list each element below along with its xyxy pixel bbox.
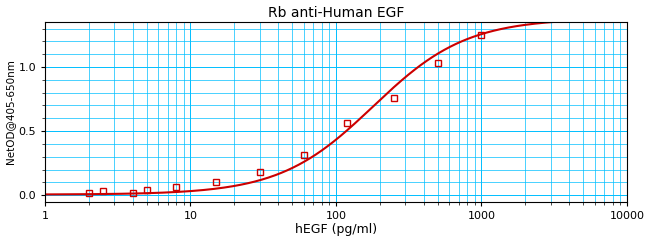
Title: Rb anti-Human EGF: Rb anti-Human EGF [268,6,404,20]
Y-axis label: NetOD@405-650nm: NetOD@405-650nm [6,60,16,164]
X-axis label: hEGF (pg/ml): hEGF (pg/ml) [295,223,377,236]
